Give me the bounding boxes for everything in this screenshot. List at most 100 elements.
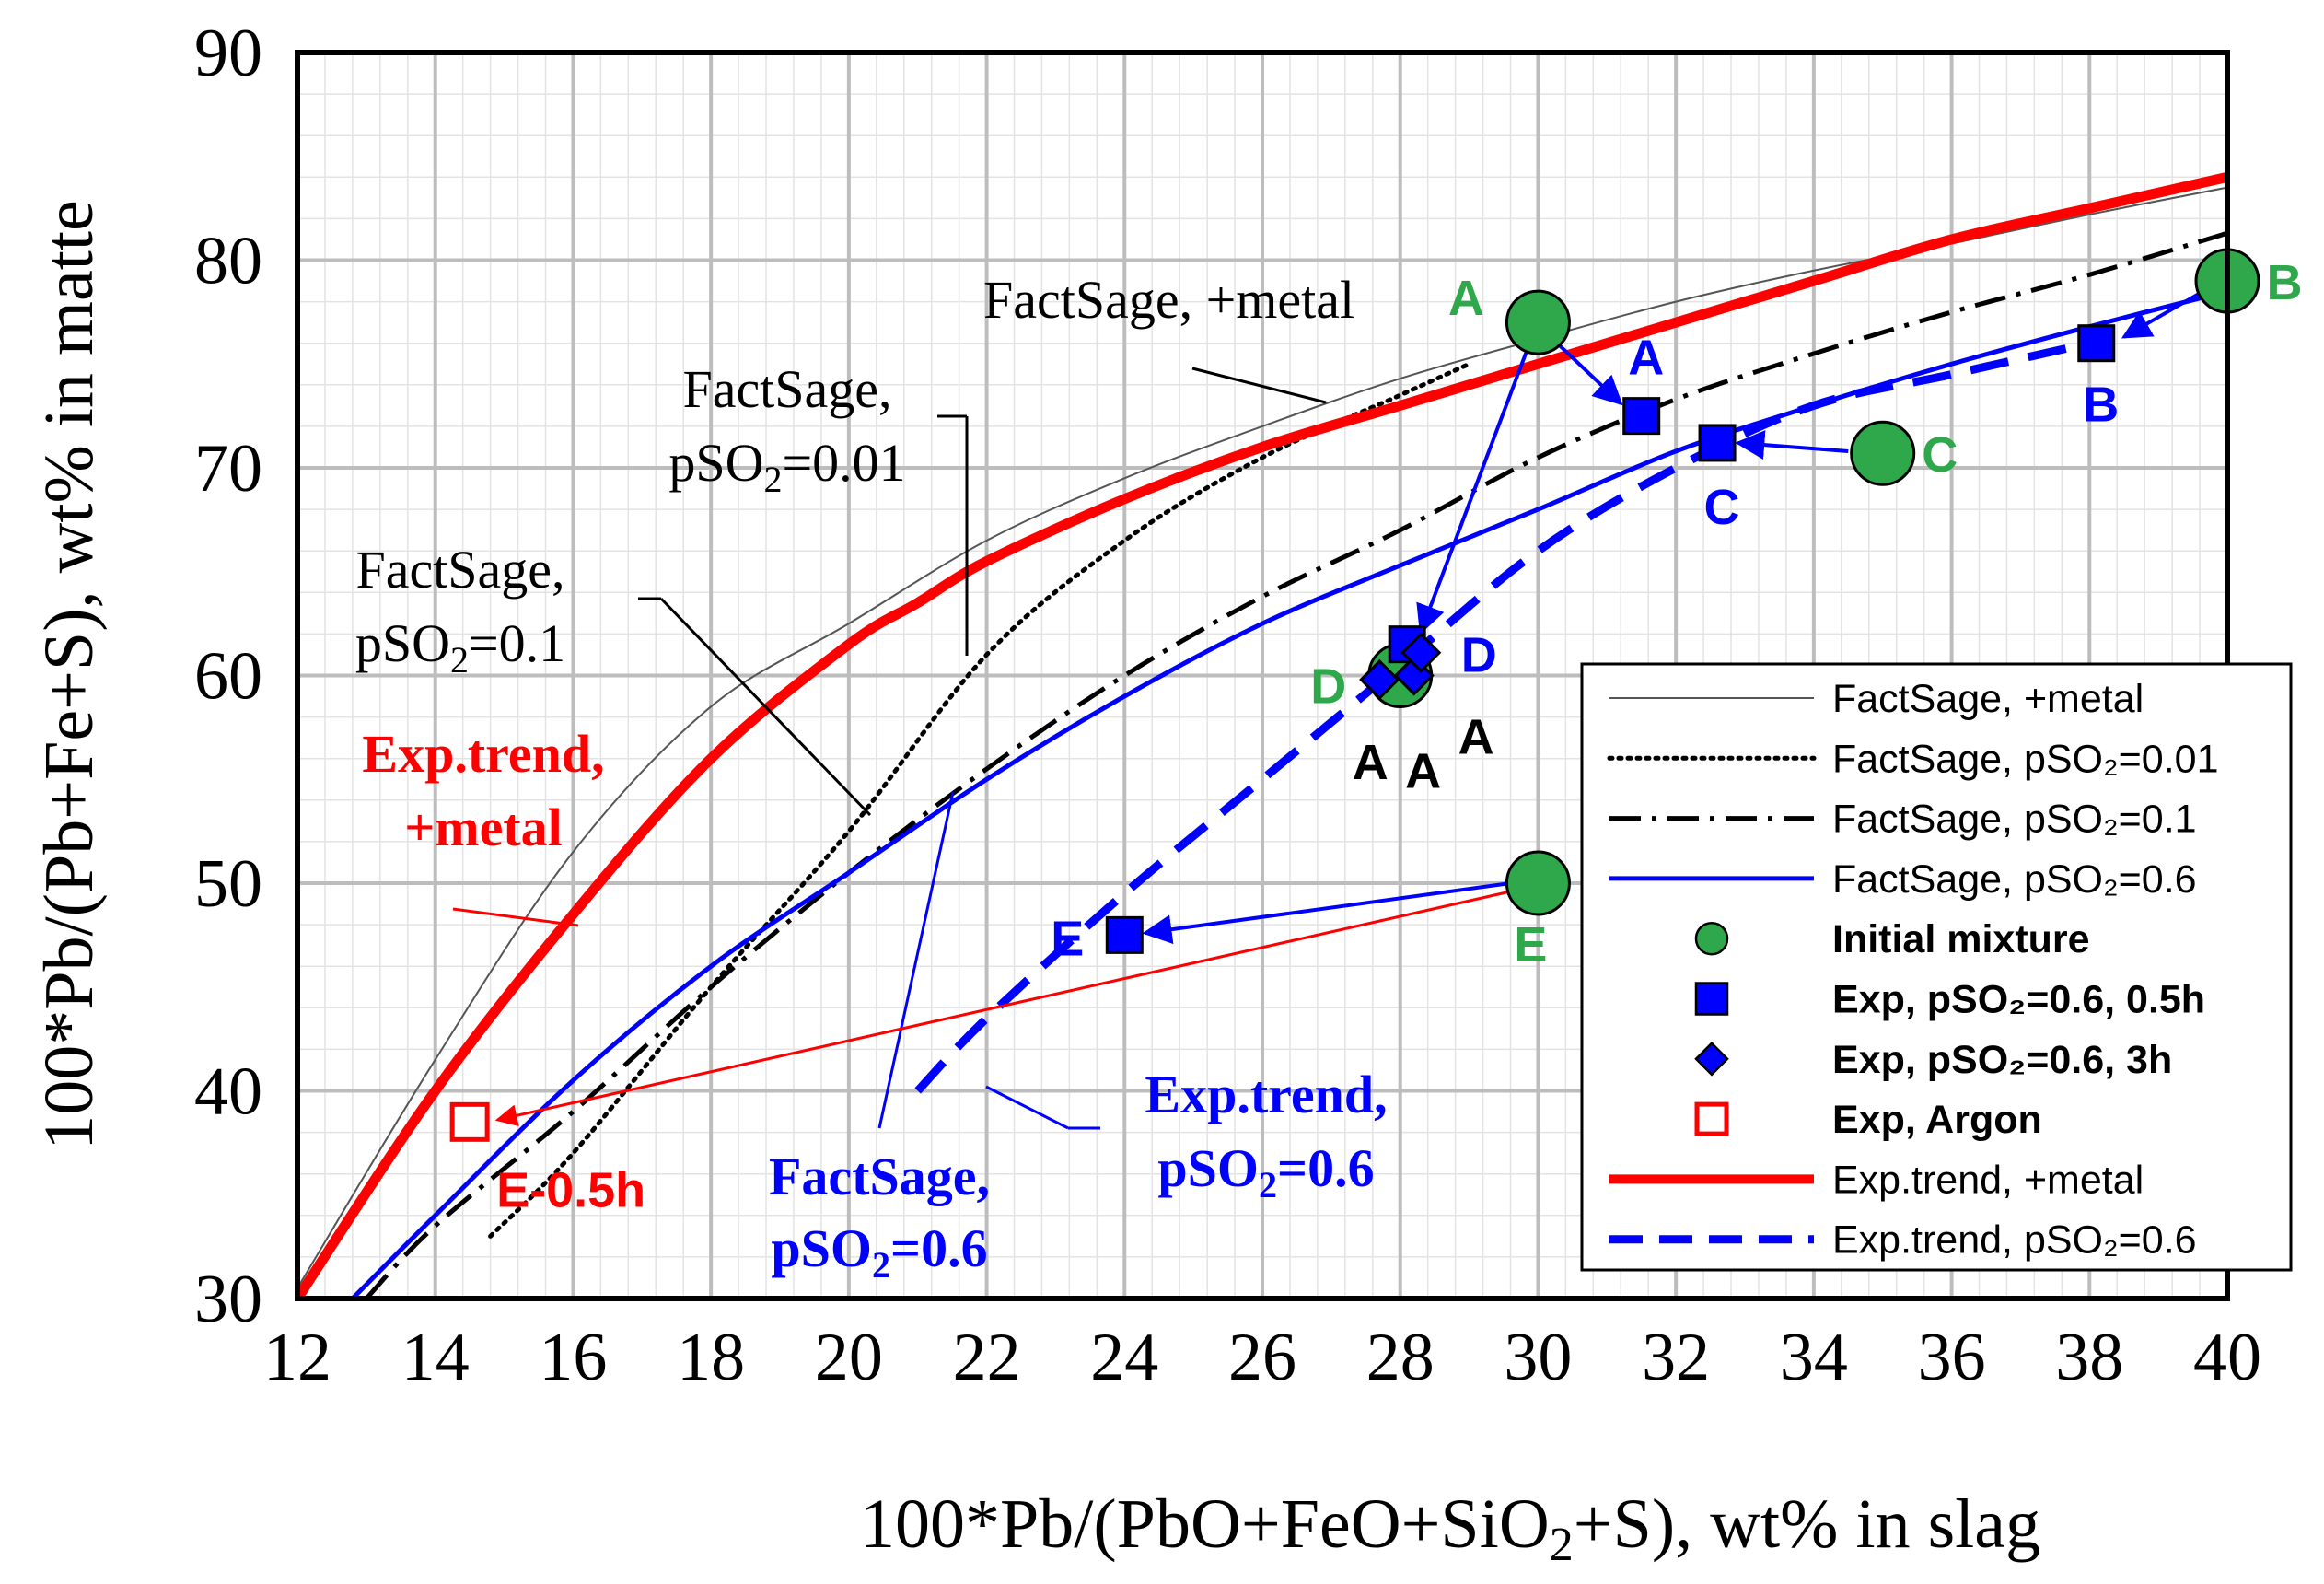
- label-exp05-A: A: [1628, 331, 1664, 386]
- label-exp05-E: E: [1051, 911, 1084, 966]
- legend-item: FactSage, pSO₂=0.6: [1609, 857, 2197, 902]
- series-dashdot: [365, 230, 2227, 1299]
- legend-label: Exp.trend, +metal: [1832, 1158, 2144, 1202]
- arrow: [1142, 881, 1511, 945]
- annotation-factsage-01-line2: pSO2=0.1: [355, 613, 565, 681]
- leader-line: [659, 597, 872, 817]
- legend-label: FactSage, pSO₂=0.6: [1832, 857, 2197, 902]
- legend-item: Exp.trend, +metal: [1609, 1158, 2144, 1202]
- label-exp3h-A1: A: [1353, 735, 1389, 790]
- annotation-exp-06-line2: pSO2=0.6: [1157, 1138, 1374, 1205]
- legend-label: Exp.trend, pSO₂=0.6: [1832, 1218, 2197, 1263]
- leader-line: [877, 791, 955, 1129]
- x-tick-label: 36: [1918, 1320, 1986, 1395]
- legend-swatch: [1694, 1042, 1729, 1077]
- x-tick-label: 22: [953, 1320, 1021, 1395]
- legend-swatch: [1694, 921, 1729, 956]
- marker-exp-05h: [1698, 424, 1737, 462]
- x-tick-label: 24: [1090, 1320, 1158, 1395]
- arrows: [494, 287, 2208, 1127]
- marker-initial-mixture: [1850, 420, 1916, 486]
- legend-swatch: [1694, 982, 1729, 1016]
- y-tick-label: 40: [194, 1054, 262, 1130]
- annotation-factsage-001-line1: FactSage,: [682, 359, 891, 419]
- label-exp-argon: E-0.5h: [496, 1162, 645, 1217]
- label-initial-B: B: [2267, 255, 2303, 310]
- marker-exp-3h: [1359, 658, 1400, 701]
- annotation-exp-metal-line1: Exp.trend,: [362, 724, 604, 784]
- x-tick-label: 40: [2193, 1320, 2261, 1395]
- legend-item: FactSage, pSO₂=0.1: [1609, 798, 2197, 842]
- annotation-factsage-001-line2: pSO2=0.01: [668, 433, 905, 500]
- markers: [449, 248, 2260, 1142]
- annotation-exp-metal-line2: +metal: [404, 798, 563, 857]
- x-tick-label: 28: [1366, 1320, 1435, 1395]
- legend-label: Initial mixture: [1832, 917, 2090, 961]
- x-tick-label: 20: [815, 1320, 883, 1395]
- marker-initial-mixture: [1505, 289, 1571, 355]
- marker-exp-05h: [1622, 397, 1661, 436]
- x-tick-label: 16: [539, 1320, 607, 1395]
- series-dotted: [488, 361, 1472, 1239]
- series-red-thick: [297, 171, 2227, 1299]
- x-tick-label: 38: [2055, 1320, 2123, 1395]
- legend: FactSage, +metal FactSage, pSO₂=0.01 FactS…: [1580, 662, 2293, 1272]
- label-exp3h-A3: A: [1458, 710, 1494, 765]
- label-initial-C: C: [1922, 427, 1958, 483]
- legend-item: FactSage, pSO₂=0.01: [1607, 737, 2218, 781]
- legend-swatch: [1694, 1101, 1729, 1136]
- legend-item: Exp, Argon: [1694, 1098, 2042, 1142]
- y-axis-label: 100*Pb/(Pb+Fe+S), wt% in matte: [30, 200, 108, 1150]
- marker-exp-05h: [2077, 324, 2116, 363]
- label-initial-E: E: [1514, 917, 1547, 973]
- marker-exp-3h: [1393, 655, 1435, 696]
- x-tick-label: 32: [1642, 1320, 1710, 1395]
- legend-item: Exp, pSO₂=0.6, 0.5h: [1694, 978, 2205, 1022]
- arrow: [494, 890, 1511, 1127]
- label-exp05-C: C: [1704, 480, 1740, 535]
- y-tick-label: 90: [194, 16, 262, 91]
- x-axis-label: 100*Pb/(PbO+FeO+SiO2+S), wt% in slag: [860, 1485, 2040, 1571]
- legend-label: Exp, pSO₂=0.6, 0.5h: [1832, 978, 2205, 1022]
- x-tick-labels: 12 14 16 18 20 22 24 26 28 30 32 34 36 38 40: [263, 1320, 2261, 1395]
- legend-item: Exp.trend, pSO₂=0.6: [1609, 1218, 2197, 1263]
- annotation-factsage-01-line1: FactSage,: [355, 540, 564, 600]
- legend-label: Exp, Argon: [1832, 1098, 2042, 1142]
- annotation-factsage-06-line2: pSO2=0.6: [771, 1218, 987, 1286]
- y-tick-label: 80: [194, 224, 262, 299]
- marker-initial-mixture: [1505, 850, 1571, 916]
- label-exp05-D: D: [1461, 628, 1497, 683]
- legend-label: FactSage, +metal: [1832, 677, 2144, 721]
- annotation-factsage-06-line1: FactSage,: [769, 1147, 990, 1206]
- arrow: [1735, 430, 1849, 460]
- x-tick-label: 18: [677, 1320, 745, 1395]
- legend-label: FactSage, pSO₂=0.1: [1832, 798, 2197, 842]
- y-tick-label: 30: [194, 1262, 262, 1337]
- label-initial-D: D: [1310, 659, 1346, 715]
- legend-label: Exp, pSO₂=0.6, 3h: [1832, 1038, 2172, 1082]
- x-tick-label: 14: [401, 1320, 470, 1395]
- y-tick-label: 70: [194, 431, 262, 507]
- leader-line: [1191, 367, 1327, 404]
- x-tick-label: 34: [1780, 1320, 1848, 1395]
- series-blue-solid: [351, 288, 2227, 1299]
- x-tick-label: 12: [263, 1320, 331, 1395]
- legend-item: Initial mixture: [1694, 917, 2090, 961]
- annotation-factsage-metal: FactSage, +metal: [983, 270, 1354, 330]
- series-blue-dashed: [914, 339, 2091, 1094]
- curves: [297, 171, 2227, 1299]
- arrow: [2121, 287, 2208, 339]
- marker-exp-3h: [1400, 632, 1442, 673]
- marker-exp-argon: [449, 1101, 490, 1142]
- label-initial-A: A: [1448, 271, 1484, 326]
- x-tick-label: 26: [1228, 1320, 1296, 1395]
- legend-box: [1580, 662, 2293, 1272]
- y-tick-label: 50: [194, 846, 262, 922]
- leader-line: [452, 907, 579, 927]
- legend-label: FactSage, pSO₂=0.01: [1832, 737, 2218, 781]
- legend-item: Exp, pSO₂=0.6, 3h: [1694, 1038, 2172, 1082]
- annotation-exp-06-line1: Exp.trend,: [1145, 1065, 1387, 1124]
- arrow: [1416, 338, 1533, 635]
